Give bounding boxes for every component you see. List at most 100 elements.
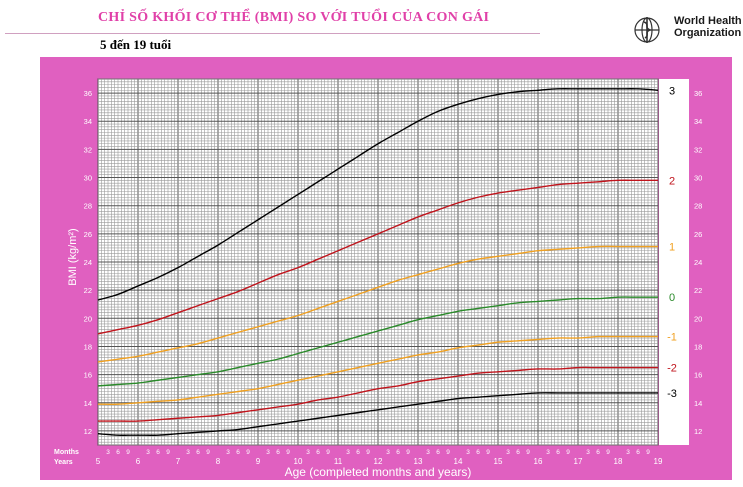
- y-tick-label-left: 26: [84, 230, 92, 239]
- x-tick-label-month: 9: [526, 449, 530, 456]
- y-axis-label: BMI (kg/m²): [67, 228, 79, 285]
- x-tick-label-year: 16: [534, 457, 543, 466]
- x-tick-label-month: 3: [146, 449, 150, 456]
- x-tick-label-month: 6: [636, 449, 640, 456]
- x-tick-label-month: 9: [246, 449, 250, 456]
- x-tick-label-year: 5: [96, 457, 101, 466]
- who-name-line2: Organization: [674, 27, 742, 39]
- x-tick-label-year: 12: [374, 457, 383, 466]
- chart-subtitle: 5 đến 19 tuổi: [100, 37, 172, 52]
- x-tick-label-month: 3: [626, 449, 630, 456]
- x-tick-label-year: 15: [494, 457, 503, 466]
- months-row-label: Months: [54, 449, 79, 456]
- x-tick-label-month: 6: [516, 449, 520, 456]
- series-label-2: 2: [669, 175, 675, 187]
- y-tick-label-right: 26: [694, 230, 702, 239]
- x-tick-label-month: 3: [106, 449, 110, 456]
- chart-line-labels: 3 2 1 0 -1 -2 -3: [659, 79, 689, 445]
- x-tick-label-month: 9: [366, 449, 370, 456]
- x-tick-label-year: 8: [216, 457, 221, 466]
- x-tick-label-year: 7: [176, 457, 181, 466]
- y-tick-label-right: 36: [694, 89, 702, 98]
- series-line-3: [97, 88, 659, 301]
- who-name-line1: World Health: [674, 15, 742, 27]
- series-label-0: 0: [669, 292, 675, 304]
- x-tick-label-month: 6: [356, 449, 360, 456]
- line-label-panel: [659, 79, 689, 445]
- x-tick-label-year: 13: [414, 457, 423, 466]
- x-tick-label-month: 9: [406, 449, 410, 456]
- series-line-1: [97, 245, 658, 363]
- chart-grid: [97, 78, 659, 446]
- y-tick-label-left: 34: [84, 117, 92, 126]
- x-tick-label-year: 14: [454, 457, 463, 466]
- x-tick-label-month: 3: [226, 449, 230, 456]
- series-line--2: [98, 366, 658, 422]
- series-line--1: [97, 335, 658, 405]
- y-tick-label-right: 18: [694, 342, 702, 351]
- x-tick-label-month: 9: [566, 449, 570, 456]
- x-tick-label-month: 3: [546, 449, 550, 456]
- x-tick-label-month: 9: [606, 449, 610, 456]
- x-tick-label-month: 3: [346, 449, 350, 456]
- x-axis-label: Age (completed months and years): [285, 465, 472, 479]
- series-line-0: [97, 296, 658, 387]
- y-tick-label-left: 32: [84, 145, 92, 154]
- chart-title: CHỈ SỐ KHỐI CƠ THỂ (BMI) SO VỚI TUỔI CỦA…: [98, 10, 490, 25]
- x-tick-label-year: 17: [574, 457, 583, 466]
- x-tick-label-month: 9: [126, 449, 130, 456]
- series-line-2: [97, 179, 658, 335]
- y-tick-label-left: 36: [84, 89, 92, 98]
- x-tick-label-month: 9: [326, 449, 330, 456]
- x-tick-label-month: 6: [276, 449, 280, 456]
- x-tick-label-month: 6: [596, 449, 600, 456]
- x-tick-label-year: 11: [334, 457, 343, 466]
- x-tick-label-month: 6: [156, 449, 160, 456]
- x-tick-label-year: 6: [136, 457, 141, 466]
- bmi-chart: 12 12 14 14 16 16 18 18 20 20 22 22 24 24 26 26 28 28 30 30…: [40, 57, 732, 480]
- x-tick-label-month: 3: [186, 449, 190, 456]
- y-tick-label-right: 12: [694, 427, 702, 436]
- y-tick-label-right: 34: [694, 117, 702, 126]
- x-tick-label-month: 9: [206, 449, 210, 456]
- y-tick-label-left: 20: [84, 314, 92, 323]
- y-tick-label-right: 24: [694, 258, 702, 267]
- x-tick-label-month: 6: [396, 449, 400, 456]
- x-tick-label-month: 9: [286, 449, 290, 456]
- y-tick-label-left: 12: [84, 427, 92, 436]
- series-label--2: -2: [667, 363, 677, 375]
- x-tick-label-month: 6: [116, 449, 120, 456]
- y-tick-label-left: 24: [84, 258, 92, 267]
- y-tick-label-left: 22: [84, 286, 92, 295]
- x-tick-label-year: 18: [614, 457, 623, 466]
- x-tick-label-month: 6: [436, 449, 440, 456]
- y-tick-label-right: 22: [694, 286, 702, 295]
- x-tick-label-month: 6: [316, 449, 320, 456]
- series-label--3: -3: [667, 388, 677, 400]
- series-line--3: [97, 392, 658, 436]
- x-tick-label-month: 9: [486, 449, 490, 456]
- y-tick-label-right: 30: [694, 174, 702, 183]
- y-tick-label-right: 14: [694, 399, 702, 408]
- y-tick-label-left: 14: [84, 399, 92, 408]
- x-tick-label-month: 3: [506, 449, 510, 456]
- y-tick-label-left: 28: [84, 202, 92, 211]
- x-tick-label-month: 3: [266, 449, 270, 456]
- x-tick-label-month: 3: [466, 449, 470, 456]
- x-tick-label-month: 3: [386, 449, 390, 456]
- series-label--1: -1: [667, 332, 677, 344]
- x-tick-label-month: 9: [166, 449, 170, 456]
- who-logo-text: World Health Organization: [674, 15, 742, 39]
- y-tick-label-right: 16: [694, 371, 702, 380]
- y-tick-label-left: 30: [84, 174, 92, 183]
- y-tick-label-left: 16: [84, 371, 92, 380]
- x-tick-label-month: 3: [306, 449, 310, 456]
- x-tick-label-month: 6: [476, 449, 480, 456]
- title-underline: [5, 33, 540, 34]
- x-tick-label-month: 6: [196, 449, 200, 456]
- years-row-label: Years: [54, 459, 73, 466]
- x-tick-label-month: 9: [446, 449, 450, 456]
- x-tick-label-month: 6: [556, 449, 560, 456]
